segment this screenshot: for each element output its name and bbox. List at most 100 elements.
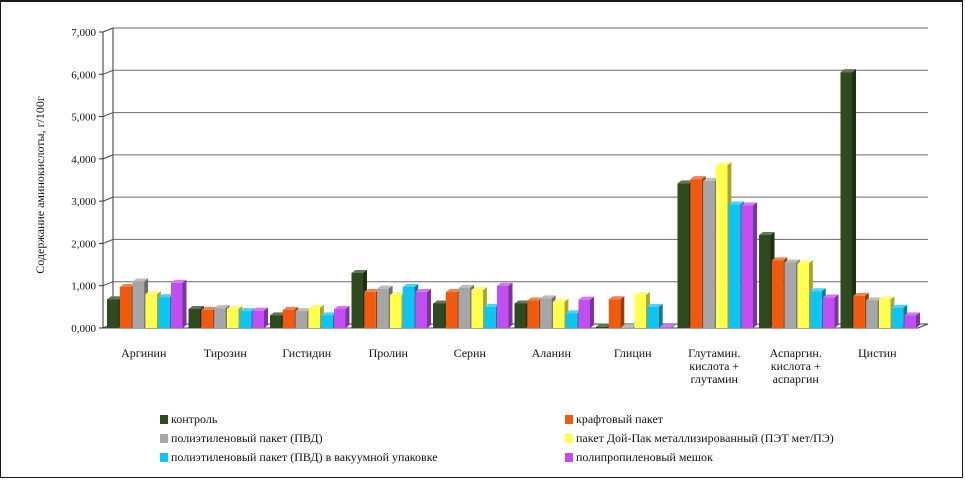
bar-front — [891, 307, 904, 328]
bar-front — [677, 183, 689, 328]
bar-front — [596, 326, 608, 328]
bar-front — [282, 309, 295, 328]
bar-front — [840, 72, 852, 329]
bar-front — [188, 308, 200, 328]
bar-front — [497, 285, 509, 328]
bar-front — [759, 234, 771, 328]
bar — [608, 296, 625, 328]
legend-label: пакет Дой-Пак металлизированный (ПЭТ мет… — [576, 431, 834, 445]
bar-front — [621, 327, 634, 328]
bar-front — [226, 308, 239, 328]
bar-top — [621, 324, 638, 328]
bar-front — [364, 292, 376, 328]
bar-front — [158, 297, 170, 328]
bar-top — [608, 296, 625, 300]
bar-top — [578, 296, 594, 300]
bar-top — [527, 297, 543, 301]
bar-front — [402, 286, 415, 328]
bar-side — [834, 294, 839, 328]
bar-side — [658, 303, 663, 328]
bar-front — [608, 299, 621, 328]
grid-depth-line — [102, 69, 114, 75]
bar-top — [823, 294, 839, 298]
legend-item: полиэтиленовый пакет (ПВД) — [160, 431, 323, 446]
legend-label: полиэтиленовый пакет (ПВД) — [171, 431, 323, 445]
bar-top — [282, 306, 299, 310]
bar-top — [389, 292, 406, 296]
bar-top — [634, 292, 650, 296]
bar-top — [252, 307, 268, 311]
bar-front — [578, 299, 590, 328]
bar-front — [741, 205, 753, 328]
grid-depth-line — [102, 27, 114, 33]
bars-layer — [107, 69, 920, 329]
x-tick-label: Аланин — [532, 346, 572, 360]
bar-front — [471, 289, 483, 328]
x-tick-label: Глицин — [614, 346, 652, 360]
bar-front — [810, 291, 822, 328]
bar — [415, 289, 431, 328]
bar-top — [514, 300, 530, 304]
bar-front — [647, 306, 659, 328]
bar — [904, 312, 920, 328]
bar-front — [458, 287, 471, 328]
legend-item: крафтовый пакет — [565, 412, 663, 427]
bar-side — [852, 69, 856, 329]
bar-top — [497, 282, 513, 286]
bar-front — [132, 281, 145, 328]
bar-front — [321, 315, 333, 328]
bar-top — [364, 289, 380, 293]
bar-front — [145, 294, 157, 328]
bar-top — [402, 283, 419, 287]
bar-front — [552, 301, 565, 328]
y-tick-label: 0,000 — [71, 323, 96, 335]
bar-side — [345, 305, 350, 328]
bar-top — [784, 259, 801, 263]
bar-front — [484, 306, 496, 328]
bar-front — [715, 165, 728, 328]
bar-top — [188, 305, 204, 309]
bar-top — [878, 296, 895, 300]
legend-item: полиэтиленовый пакет (ПВД) в вакуумной у… — [160, 450, 438, 465]
bar-front — [660, 327, 672, 328]
bar-front — [878, 299, 891, 328]
bar — [823, 294, 839, 328]
bar-front — [445, 292, 458, 328]
legend-label: контроль — [171, 412, 218, 426]
bar-front — [823, 297, 835, 328]
bar-front — [866, 300, 878, 328]
bar — [252, 307, 268, 328]
x-tick-label: Аргинин — [121, 346, 167, 360]
bar-side — [427, 289, 431, 328]
bar-front — [295, 311, 308, 328]
bar — [647, 303, 663, 328]
bar-front — [389, 295, 402, 328]
bar-top — [771, 257, 788, 261]
legend-swatch — [160, 453, 168, 462]
y-tick-label: 5,000 — [71, 112, 96, 124]
legend-swatch — [565, 415, 573, 424]
bar-top — [759, 231, 775, 235]
bar — [497, 282, 513, 328]
bar-top — [677, 180, 693, 184]
bar-front — [270, 315, 282, 328]
bar-front — [565, 313, 578, 328]
x-tick-label: Глутамин. кислота + глутамин — [688, 346, 740, 386]
legend-item: полипропиленовый мешок — [565, 450, 713, 465]
legend-label: полипропиленовый мешок — [576, 450, 713, 464]
bar-top — [840, 69, 856, 73]
bar-top — [728, 201, 745, 205]
bar-top — [690, 176, 706, 180]
legend-swatch — [160, 434, 168, 443]
bar-top — [415, 289, 431, 293]
grid-depth-line — [102, 154, 114, 160]
bar-top — [596, 323, 612, 327]
bar-front — [351, 273, 363, 328]
bar-top — [119, 283, 136, 287]
bar — [840, 69, 856, 329]
bar-side — [620, 296, 625, 328]
bar-front — [797, 263, 809, 328]
bar-top — [810, 288, 826, 292]
bar-top — [145, 291, 161, 295]
